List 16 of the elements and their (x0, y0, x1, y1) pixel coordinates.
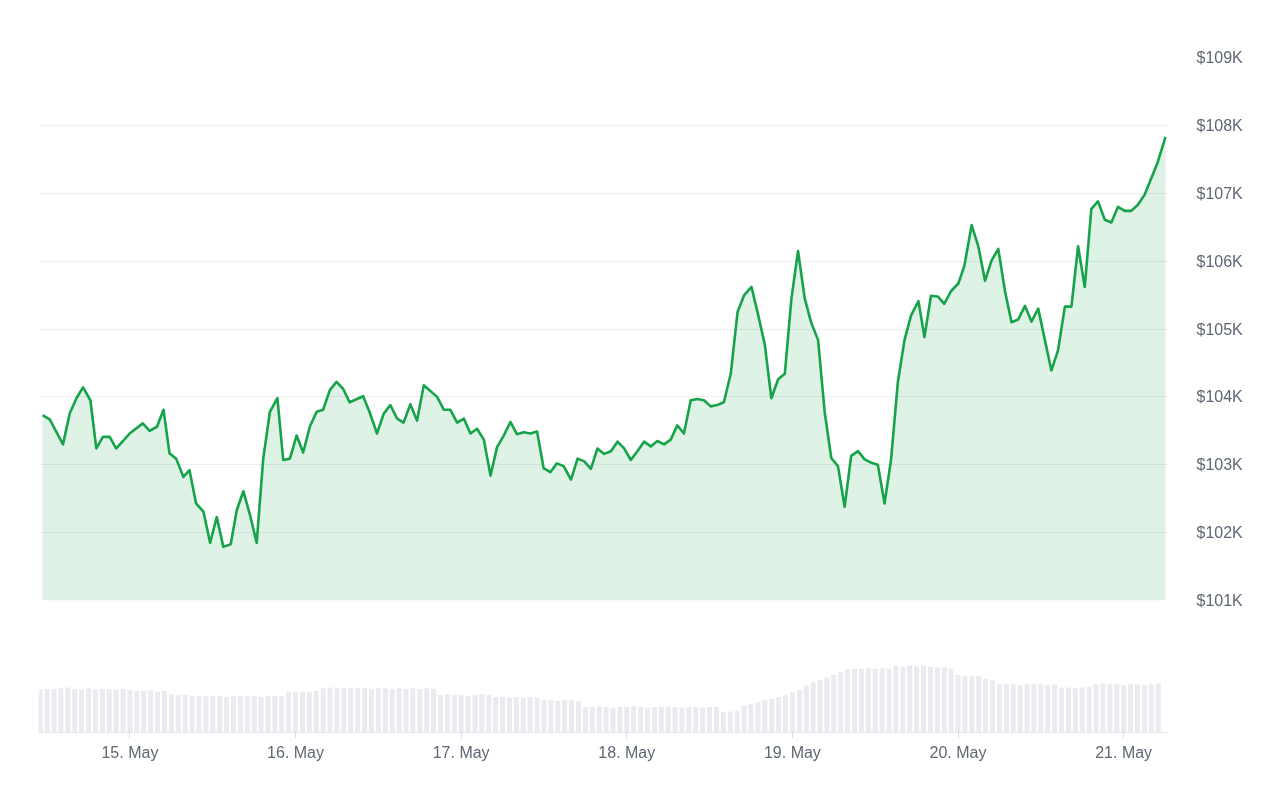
y-tick-label: $106K (1196, 252, 1244, 270)
x-tick-label: 19. May (763, 743, 821, 761)
y-tick-label: $109K (1196, 49, 1244, 66)
x-tick-label: 17. May (432, 743, 490, 761)
x-tick-label: 21. May (1095, 743, 1153, 761)
x-tick-label: 15. May (101, 743, 159, 761)
x-tick-label: 16. May (267, 743, 325, 761)
x-tick-label: 18. May (598, 743, 656, 761)
y-tick-label: $101K (1196, 592, 1244, 609)
y-tick-label: $107K (1196, 184, 1244, 202)
y-tick-label: $102K (1196, 524, 1244, 542)
y-tick-label: $103K (1196, 456, 1244, 474)
y-tick-label: $105K (1196, 320, 1244, 338)
x-tick-label: 20. May (929, 743, 987, 761)
y-tick-label: $108K (1196, 116, 1244, 134)
y-tick-label: $104K (1196, 388, 1244, 406)
